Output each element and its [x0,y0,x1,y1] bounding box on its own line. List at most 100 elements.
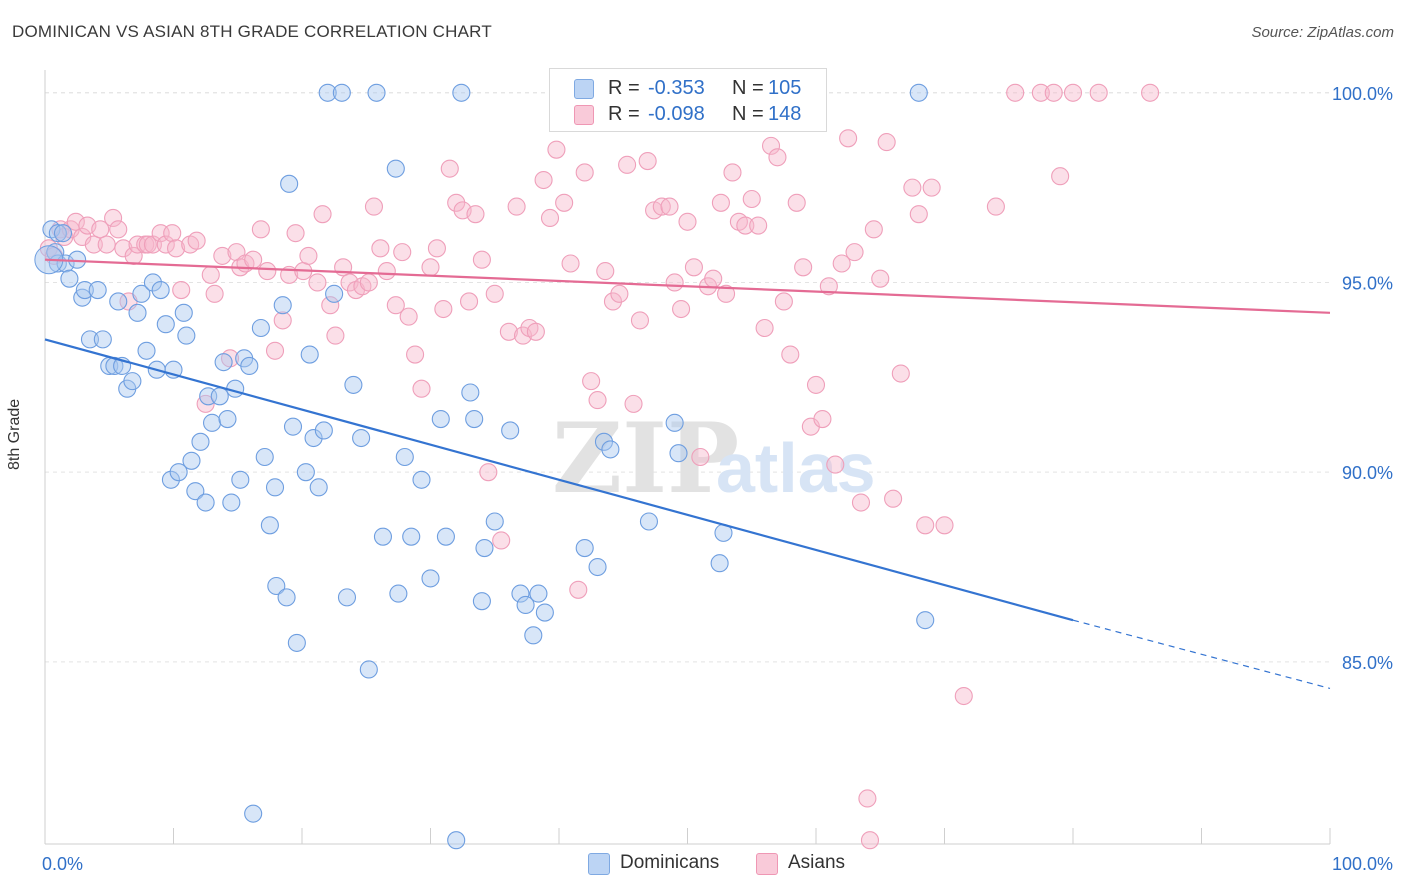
asian-point [665,273,684,292]
asian-point [839,129,858,148]
dominican-point [174,303,193,322]
dominican-point [203,413,222,432]
asian-point [440,159,459,178]
dominican-point [280,174,299,193]
asian-point [755,318,774,338]
asian-point [213,246,232,265]
asian-point [406,345,425,364]
dominican-point [524,626,543,645]
dominican-point [516,595,535,615]
dominican-point [511,584,530,603]
dominican-point [143,273,162,292]
dominican-point [373,527,393,546]
asian-point [774,292,793,311]
asian-point [1031,83,1050,102]
dominican-point [575,539,594,558]
dominican-point [251,318,270,338]
dominican-point [287,633,306,652]
asian-point [91,220,110,239]
watermark-atlas: atlas [716,429,876,507]
dominican-point [594,432,614,451]
dominican-point [109,292,128,311]
legend-n-label: N = [732,77,764,99]
asian-point [652,197,671,216]
legend-swatch-pink [574,105,594,125]
legend-n-label: N = [732,103,764,125]
dominican-point [710,554,729,573]
dominican-point [60,269,79,288]
asian-point [128,235,147,254]
asian-point [499,322,518,341]
asian-point [258,262,277,281]
y-tick-label: 90.0% [1342,463,1393,483]
asian-point [954,686,973,706]
asian-point [813,410,832,429]
dominican-point [169,463,188,482]
asian-point [187,231,206,250]
dominican-point [214,353,233,372]
dominican-point [352,428,371,448]
asian-point [399,307,418,326]
asian-point [691,447,710,467]
dominican-point [314,421,333,440]
dominican-point [123,372,142,391]
dominican-point [244,804,263,823]
dominican-point [475,539,494,558]
dominican-point [182,451,201,470]
dominican-point [210,387,229,406]
asian-point [359,273,378,292]
dominican-point [389,584,408,603]
y-tick-label: 95.0% [1342,273,1393,293]
asian-point [265,341,285,360]
dominican-point [240,356,259,375]
asian-point [172,281,191,300]
asian-point [84,235,103,254]
legend-r-value: -0.098 [648,103,705,125]
dominican-point [75,281,94,300]
dominican-point [48,224,67,243]
asian-point [412,379,431,398]
dominican-point [332,83,351,102]
asian-point [507,197,526,216]
asian-point [903,178,922,197]
asian-point [630,311,650,330]
x-tick-label-end: 100.0% [1332,854,1393,874]
dominican-point [222,493,241,512]
asian-point [588,391,607,410]
asian-point [286,224,305,243]
legend-r-value: -0.353 [648,77,705,99]
dominican-point [88,281,107,300]
dominican-point [231,470,250,489]
asian-point [201,265,220,284]
asian-point [299,246,318,265]
asian-point [736,216,755,235]
legend-label-asians: Asians [788,852,846,873]
y-tick-label: 100.0% [1332,84,1393,104]
asian-point [749,216,768,235]
asian-point [273,311,292,330]
legend-r-label: R = [608,77,640,99]
asian-point [819,277,838,296]
dominican-point [161,470,180,489]
asian-point [1006,83,1025,102]
grid-lines [45,92,1330,663]
asian-point [97,235,116,254]
dominican-point [151,281,170,300]
asian-point [377,262,396,281]
dominican-point [283,417,303,436]
asian-point [1141,83,1160,102]
asian-point [492,531,511,550]
dominican-point [265,478,285,497]
dominican-point [156,315,175,334]
asian-point [832,254,851,273]
asian-point [104,208,123,228]
x-tick-label-start: 0.0% [42,854,83,874]
dominican-point [395,447,414,467]
dominican-point [402,527,421,546]
asians-trend-line [44,258,1331,314]
tick-labels: 85.0% 90.0% 95.0% 100.0% 0.0% 100.0% [42,84,1393,874]
asian-point [672,299,691,319]
watermark-zip: ZIP [552,402,739,515]
asian-point [610,284,629,303]
